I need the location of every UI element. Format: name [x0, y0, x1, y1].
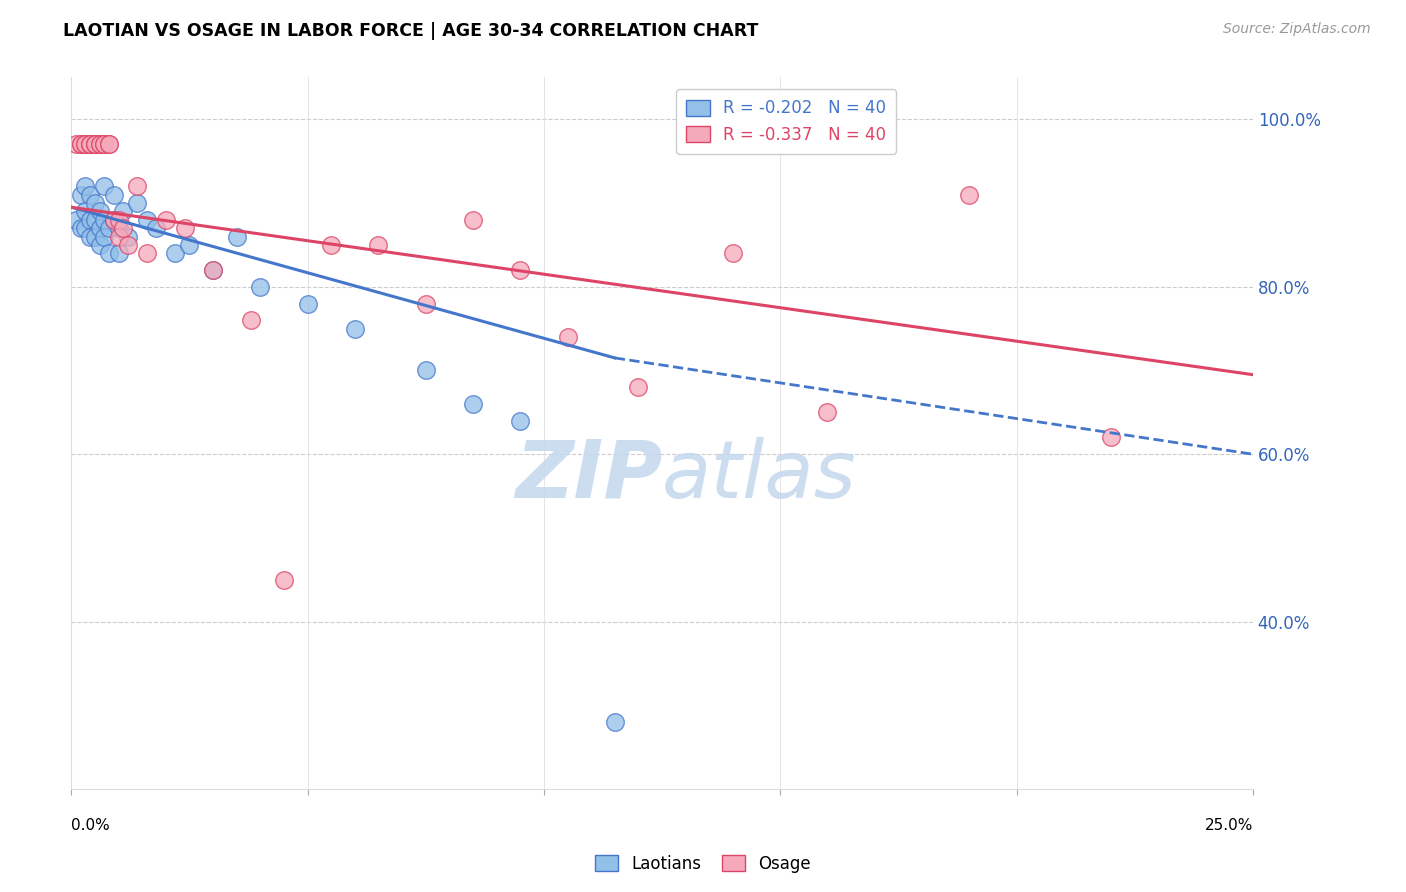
- Point: [98, 221, 121, 235]
- Point: [98, 137, 121, 152]
- Point: [65, 137, 87, 152]
- Point: [107, 212, 129, 227]
- Point: [127, 196, 149, 211]
- Point: [69, 187, 91, 202]
- Point: [145, 221, 167, 235]
- Point: [107, 246, 129, 260]
- Point: [75, 137, 97, 152]
- Point: [817, 405, 839, 419]
- Point: [135, 246, 157, 260]
- Point: [1099, 430, 1122, 444]
- Point: [93, 179, 115, 194]
- Point: [603, 715, 626, 730]
- Point: [103, 187, 125, 202]
- Point: [83, 137, 105, 152]
- Text: 0.0%: 0.0%: [72, 819, 110, 833]
- Point: [93, 137, 115, 152]
- Legend: R = -0.202   N = 40, R = -0.337   N = 40: R = -0.202 N = 40, R = -0.337 N = 40: [676, 89, 896, 153]
- Point: [509, 263, 531, 277]
- Point: [89, 238, 111, 252]
- Point: [155, 212, 177, 227]
- Point: [173, 221, 195, 235]
- Point: [79, 137, 101, 152]
- Point: [107, 221, 129, 235]
- Text: 25.0%: 25.0%: [1205, 819, 1253, 833]
- Point: [79, 229, 101, 244]
- Point: [93, 212, 115, 227]
- Legend: Laotians, Osage: Laotians, Osage: [588, 848, 818, 880]
- Point: [79, 212, 101, 227]
- Point: [321, 238, 343, 252]
- Point: [627, 380, 650, 394]
- Point: [93, 137, 115, 152]
- Point: [509, 414, 531, 428]
- Text: Source: ZipAtlas.com: Source: ZipAtlas.com: [1223, 22, 1371, 37]
- Point: [93, 229, 115, 244]
- Text: LAOTIAN VS OSAGE IN LABOR FORCE | AGE 30-34 CORRELATION CHART: LAOTIAN VS OSAGE IN LABOR FORCE | AGE 30…: [63, 22, 759, 40]
- Point: [165, 246, 187, 260]
- Point: [202, 263, 225, 277]
- Point: [83, 196, 105, 211]
- Point: [367, 238, 389, 252]
- Point: [415, 363, 437, 377]
- Point: [225, 229, 247, 244]
- Point: [112, 221, 135, 235]
- Point: [415, 296, 437, 310]
- Point: [179, 238, 201, 252]
- Point: [69, 137, 91, 152]
- Point: [83, 212, 105, 227]
- Point: [69, 137, 91, 152]
- Point: [79, 187, 101, 202]
- Point: [89, 137, 111, 152]
- Point: [79, 137, 101, 152]
- Point: [89, 221, 111, 235]
- Point: [98, 246, 121, 260]
- Point: [249, 279, 271, 293]
- Point: [957, 187, 980, 202]
- Point: [297, 296, 319, 310]
- Point: [75, 179, 97, 194]
- Point: [83, 229, 105, 244]
- Point: [273, 573, 295, 587]
- Point: [461, 212, 484, 227]
- Point: [75, 221, 97, 235]
- Point: [83, 137, 105, 152]
- Point: [83, 137, 105, 152]
- Point: [103, 212, 125, 227]
- Point: [117, 229, 139, 244]
- Point: [239, 313, 262, 327]
- Point: [721, 246, 744, 260]
- Point: [112, 204, 135, 219]
- Point: [75, 204, 97, 219]
- Point: [557, 330, 579, 344]
- Text: ZIP: ZIP: [515, 437, 662, 515]
- Point: [98, 137, 121, 152]
- Point: [65, 212, 87, 227]
- Point: [89, 137, 111, 152]
- Point: [127, 179, 149, 194]
- Point: [103, 212, 125, 227]
- Point: [343, 321, 366, 335]
- Point: [89, 204, 111, 219]
- Point: [202, 263, 225, 277]
- Point: [69, 221, 91, 235]
- Point: [107, 229, 129, 244]
- Text: atlas: atlas: [662, 437, 856, 515]
- Point: [135, 212, 157, 227]
- Point: [75, 137, 97, 152]
- Point: [117, 238, 139, 252]
- Point: [461, 397, 484, 411]
- Point: [79, 137, 101, 152]
